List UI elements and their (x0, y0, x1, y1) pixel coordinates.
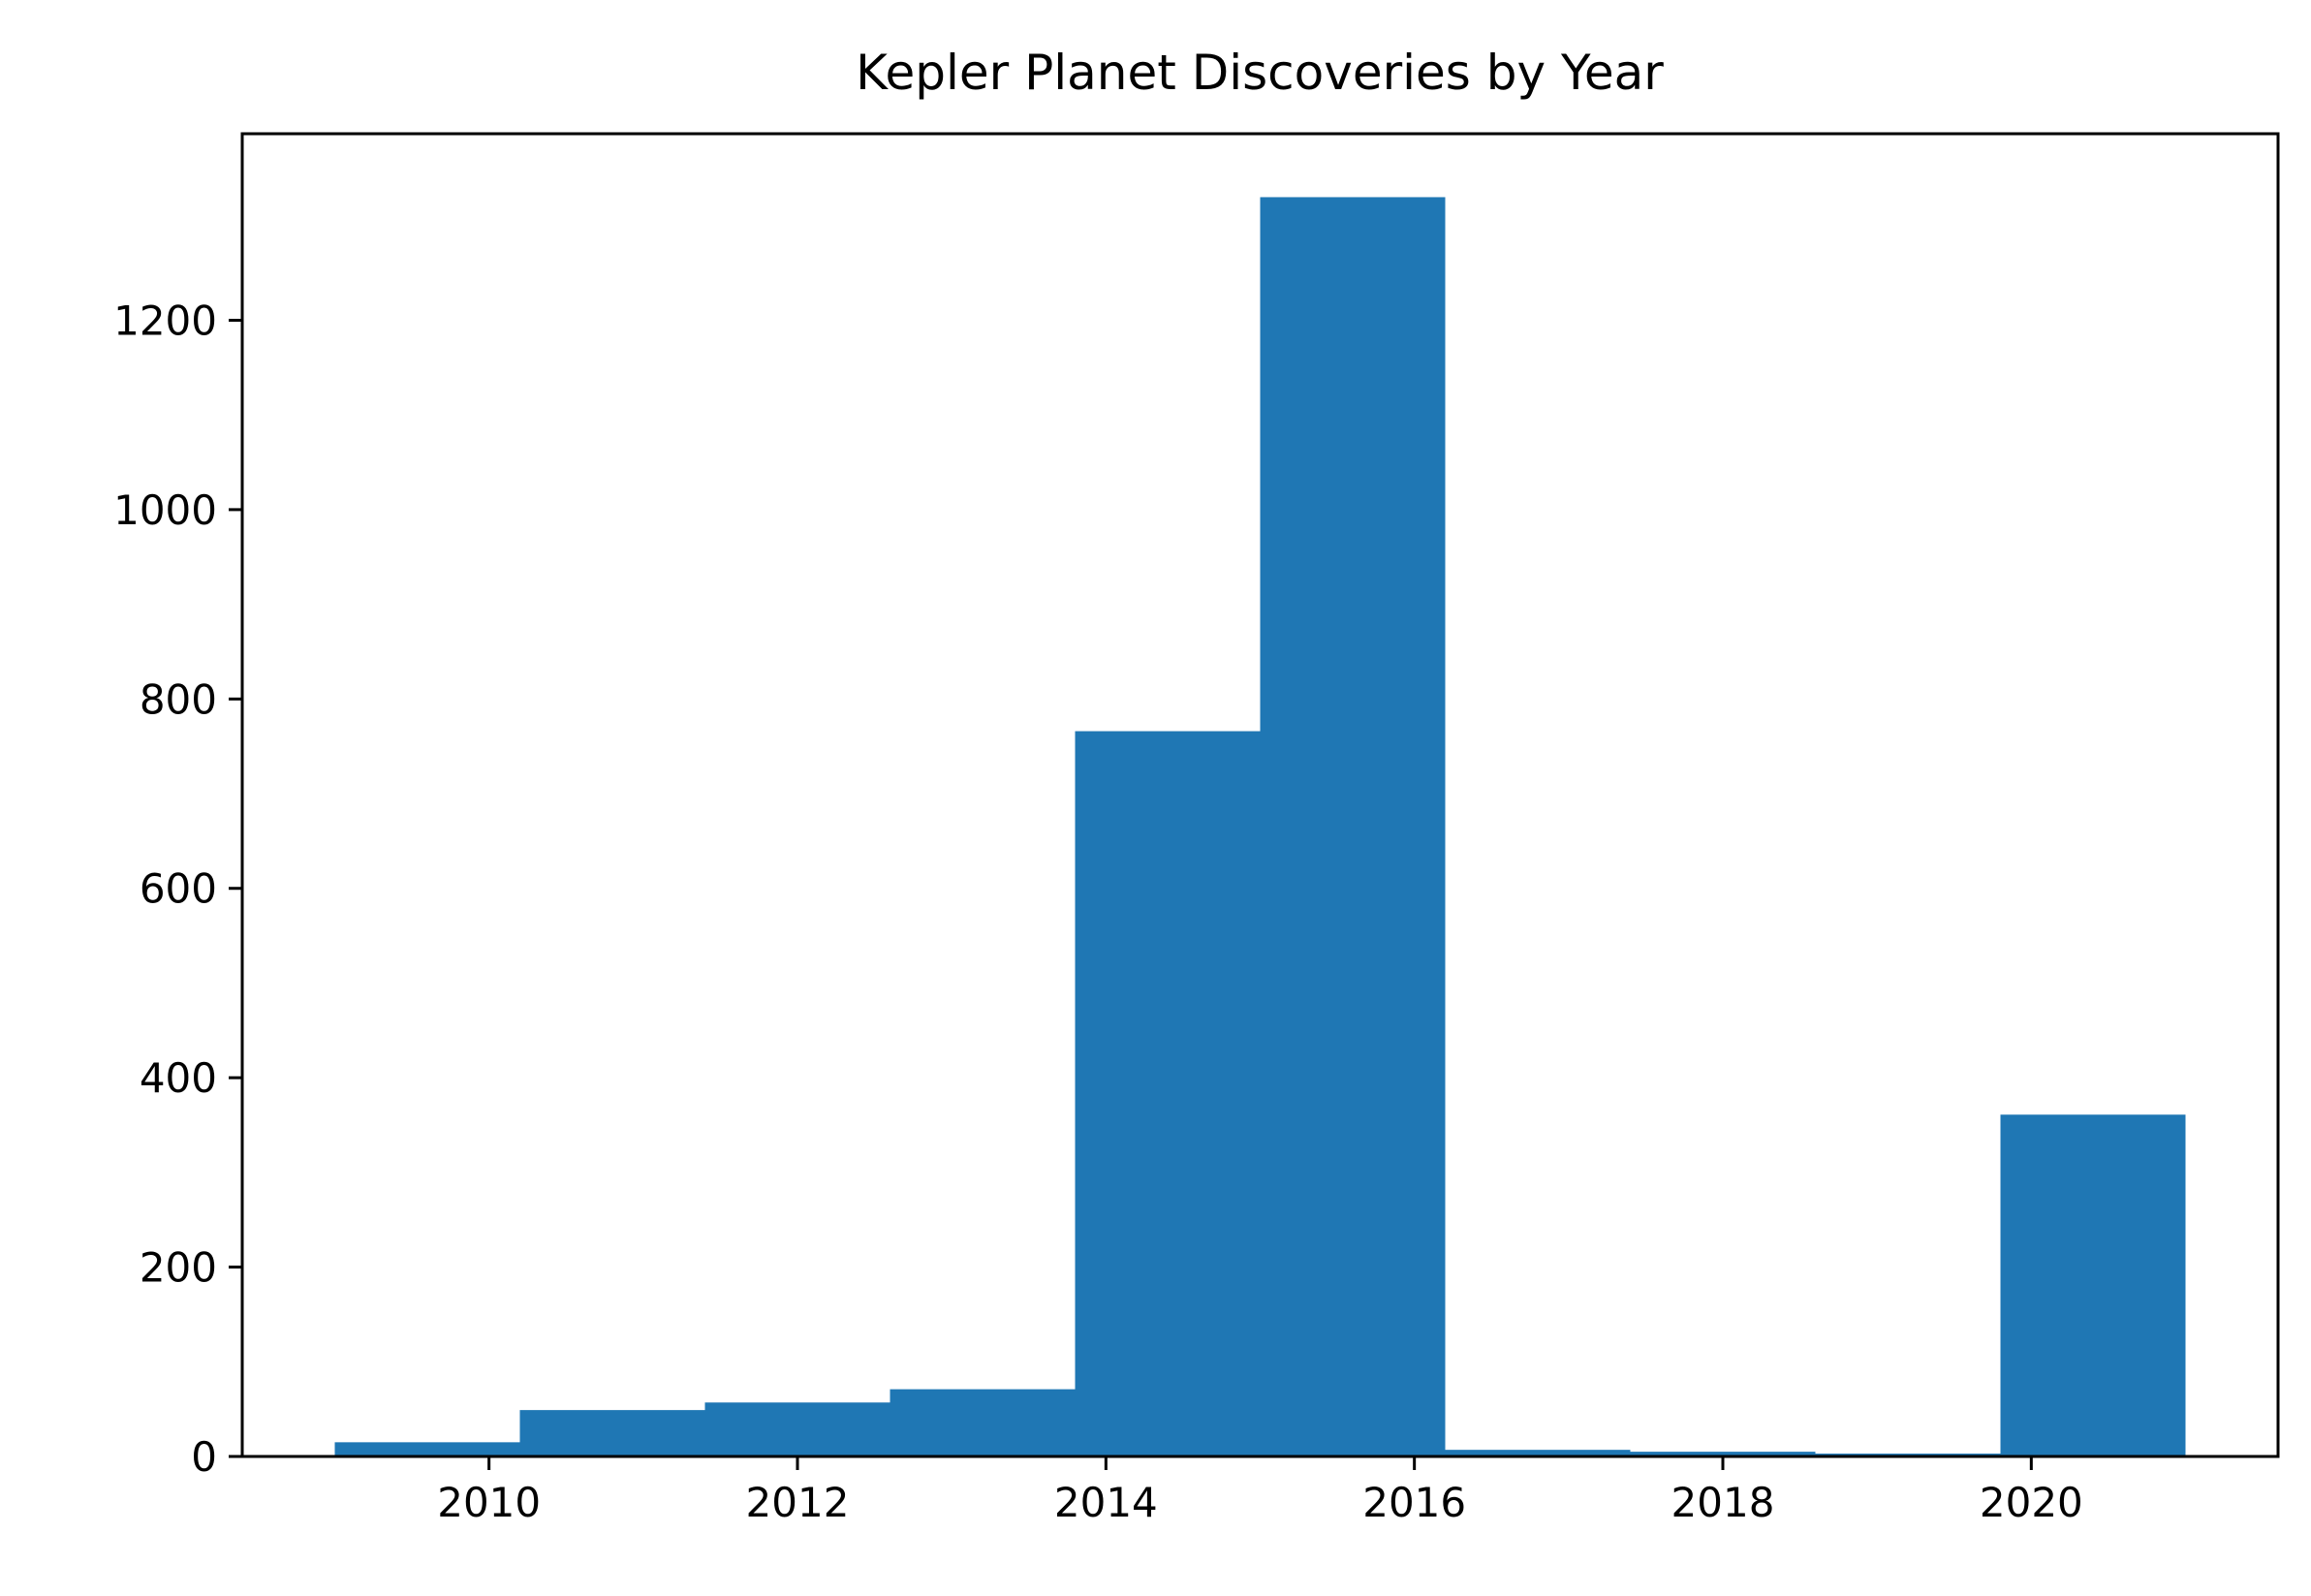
y-tick-label: 200 (140, 1244, 217, 1292)
y-tick-label: 0 (191, 1433, 217, 1481)
bars-group (334, 197, 2186, 1456)
histogram-bar-1 (519, 1410, 705, 1456)
histogram-bar-3 (890, 1389, 1076, 1456)
x-tick-label: 2014 (1054, 1479, 1158, 1526)
y-tick-label: 400 (140, 1054, 217, 1102)
histogram-bar-9 (2000, 1114, 2186, 1456)
chart-title: Kepler Planet Discoveries by Year (856, 45, 1664, 101)
x-tick-label: 2020 (1980, 1479, 2083, 1526)
y-tick-label: 1000 (113, 486, 217, 534)
y-tick-label: 800 (140, 675, 217, 723)
x-tick-label: 2012 (746, 1479, 850, 1526)
x-tick-label: 2016 (1362, 1479, 1466, 1526)
x-tick-label: 2018 (1671, 1479, 1775, 1526)
y-axis: 0 200 400 600 800 1000 1200 (113, 297, 242, 1481)
y-tick-label: 1200 (113, 297, 217, 344)
histogram-bar-6 (1445, 1450, 1631, 1456)
histogram-bar-2 (704, 1402, 890, 1456)
histogram-bar-5 (1260, 197, 1446, 1456)
x-axis: 2010 2012 2014 2016 2018 2020 (437, 1456, 2083, 1526)
y-tick-label: 600 (140, 865, 217, 913)
histogram-bar-4 (1075, 731, 1261, 1456)
plot-frame (240, 132, 2280, 1458)
histogram-bar-0 (334, 1442, 520, 1456)
histogram-bar-7 (1630, 1452, 1816, 1456)
x-tick-label: 2010 (437, 1479, 541, 1526)
